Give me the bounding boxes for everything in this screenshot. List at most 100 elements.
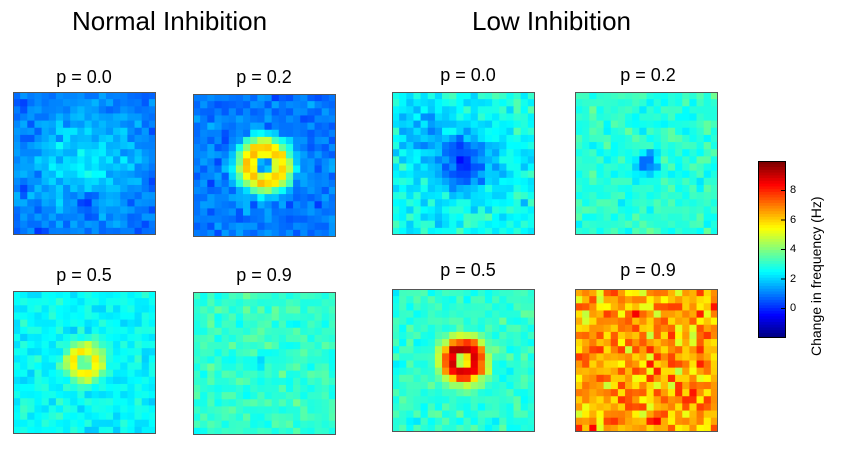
heatmap-cell	[113, 213, 121, 222]
heatmap-cell	[300, 186, 308, 195]
heatmap-cell	[300, 144, 308, 152]
heatmap-cell	[13, 99, 21, 107]
heatmap-cell	[513, 374, 522, 383]
heatmap-cell	[193, 222, 201, 231]
heatmap-cell	[582, 156, 590, 164]
heatmap-cell	[34, 163, 42, 172]
heatmap-cell	[257, 179, 265, 188]
heatmap-cell	[257, 208, 265, 216]
heatmap-cell	[34, 362, 42, 371]
heatmap-cell	[235, 399, 244, 407]
heatmap-cell	[492, 92, 500, 100]
heatmap-cell	[667, 199, 676, 207]
heatmap-cell	[596, 403, 604, 411]
heatmap-cell	[141, 177, 150, 186]
heatmap-cell	[392, 170, 400, 179]
heatmap-cell	[193, 215, 201, 224]
heatmap-cell	[449, 227, 457, 235]
heatmap-cell	[34, 348, 42, 356]
heatmap-cell	[653, 199, 662, 207]
heatmap-cell	[113, 298, 121, 306]
heatmap-cell	[682, 142, 690, 150]
heatmap-cell	[582, 106, 590, 114]
heatmap-cell	[328, 406, 336, 414]
heatmap-cell	[527, 184, 535, 193]
heatmap-cell	[625, 163, 633, 172]
heatmap-cell	[456, 113, 464, 121]
heatmap-cell	[91, 163, 100, 172]
heatmap-cell	[492, 424, 500, 432]
heatmap-cell	[257, 320, 265, 329]
heatmap-cell	[264, 229, 273, 237]
heatmap-cell	[20, 312, 28, 320]
heatmap-cell	[520, 127, 529, 136]
heatmap-cell	[127, 305, 135, 313]
heatmap-cell	[682, 220, 690, 229]
heatmap-cell	[34, 398, 42, 406]
heatmap-cell	[221, 201, 230, 209]
heatmap-cell	[321, 136, 330, 145]
heatmap-cell	[513, 184, 522, 193]
heatmap-cell	[449, 289, 457, 297]
heatmap-cell	[477, 317, 486, 326]
heatmap-cell	[141, 333, 150, 342]
heatmap-cell	[406, 192, 414, 200]
heatmap-cell	[575, 206, 583, 214]
heatmap-cell	[420, 213, 429, 222]
heatmap-cell	[506, 127, 514, 136]
heatmap-cell	[228, 327, 237, 336]
heatmap-cell	[91, 348, 100, 356]
heatmap-cell	[70, 312, 78, 320]
heatmap-cell	[63, 369, 71, 378]
heatmap-cell	[646, 303, 655, 311]
heatmap-cell	[84, 156, 93, 164]
heatmap-cell	[434, 127, 443, 136]
heatmap-cell	[134, 376, 143, 385]
heatmap-cell	[660, 213, 669, 222]
heatmap-cell	[228, 194, 237, 202]
heatmap-cell	[484, 389, 493, 397]
heatmap-cell	[214, 420, 222, 429]
heatmap-cell	[392, 289, 400, 297]
heatmap-cell	[207, 327, 215, 336]
heatmap-cell	[98, 120, 107, 129]
heatmap-cell	[434, 353, 443, 361]
heatmap-cell	[63, 192, 71, 200]
heatmap-cell	[328, 327, 336, 336]
heatmap-cell	[91, 305, 100, 313]
heatmap-cell	[285, 129, 294, 138]
heatmap-cell	[463, 331, 472, 340]
heatmap-cell	[41, 163, 50, 172]
heatmap-cell	[406, 310, 414, 318]
heatmap-cell	[696, 360, 705, 369]
heatmap-cell	[20, 163, 28, 172]
heatmap-cell	[689, 424, 697, 432]
heatmap-cell	[413, 381, 421, 390]
heatmap-cell	[148, 127, 156, 136]
heatmap-cell	[463, 163, 472, 172]
heatmap-cell	[77, 99, 85, 107]
heatmap-cell	[127, 398, 135, 406]
heatmap-cell	[134, 120, 143, 129]
heatmap-cell	[434, 303, 443, 311]
heatmap-cell	[221, 413, 230, 422]
heatmap-cell	[98, 99, 107, 107]
heatmap-cell	[13, 369, 21, 378]
heatmap-cell	[589, 192, 597, 200]
heatmap-cell	[271, 342, 280, 350]
heatmap-cell	[141, 134, 150, 143]
heatmap-cell	[328, 158, 336, 166]
heatmap-cell	[120, 391, 128, 399]
heatmap-cell	[477, 310, 486, 318]
heatmap-cell	[127, 92, 135, 100]
heatmap-cell	[399, 424, 407, 432]
heatmap-cell	[48, 383, 57, 392]
heatmap-cell	[41, 405, 50, 413]
heatmap-cell	[675, 410, 683, 419]
heatmap-cell	[639, 142, 647, 150]
heatmap-cell	[653, 303, 662, 311]
heatmap-cell	[660, 353, 669, 361]
heatmap-cell	[427, 92, 436, 100]
heatmap-cell	[63, 305, 71, 313]
heatmap-cell	[610, 374, 619, 383]
